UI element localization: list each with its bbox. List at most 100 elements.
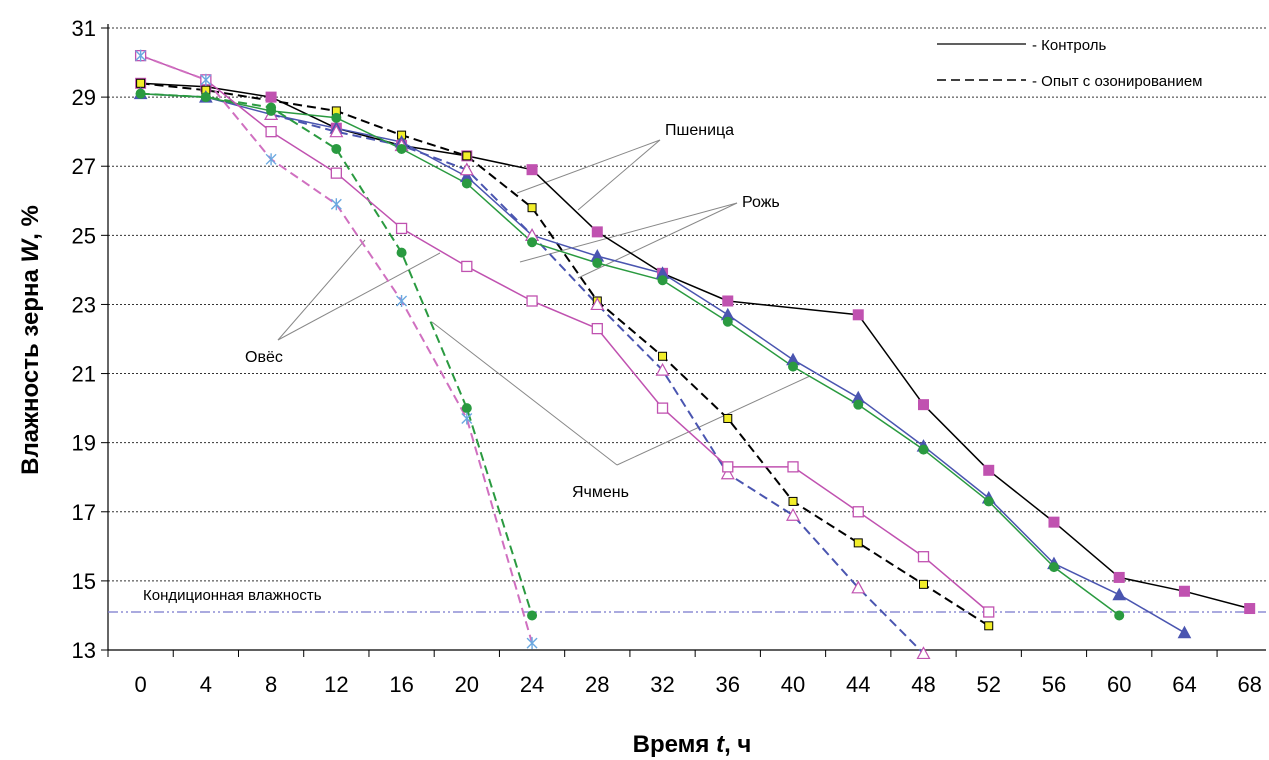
x-tick-label-40: 40: [781, 672, 805, 697]
x-tick-label-0: 0: [134, 672, 146, 697]
marker-barley-solid-12: [331, 112, 342, 123]
marker-wheat-dashed-36: [723, 413, 733, 423]
x-tick-label-8: 8: [265, 672, 277, 697]
marker-barley-solid-60: [1114, 610, 1125, 621]
marker-barley-solid-56: [1048, 562, 1059, 573]
series-markers: [133, 49, 1256, 660]
axes: [101, 24, 1266, 657]
marker-rye-solid-60: [1112, 587, 1127, 601]
annotation-barley: Ячмень: [572, 484, 629, 501]
marker-oats-solid-48: [917, 551, 930, 563]
marker-barley-solid-28: [592, 257, 603, 268]
marker-wheat-solid-44: [852, 309, 864, 321]
marker-barley-dashed-4: [200, 92, 211, 103]
marker-oats-dashed-12: [330, 198, 342, 211]
marker-barley-solid-52: [983, 496, 994, 507]
marker-wheat-dashed-20: [462, 151, 472, 161]
marker-rye-dashed-28: [590, 297, 605, 311]
marker-barley-solid-48: [918, 444, 929, 455]
annotation-oats: Овёс: [245, 349, 283, 366]
series-line-barley-solid: [140, 92, 1120, 617]
marker-oats-solid-32: [656, 402, 669, 414]
marker-barley-dashed-12: [331, 143, 342, 154]
y-tick-label-17: 17: [72, 500, 96, 525]
marker-oats-solid-16: [395, 222, 408, 235]
x-tick-label-20: 20: [455, 672, 479, 697]
x-tick-label-52: 52: [976, 672, 1000, 697]
y-tick-label-31: 31: [72, 16, 96, 41]
marker-barley-solid-20: [461, 178, 472, 189]
marker-rye-dashed-20: [459, 162, 474, 176]
x-tick-labels: 0 4 8 12 16 20 24 28 32 36 40 44 48 52 56 60 64 68: [134, 672, 1261, 697]
marker-wheat-solid-64: [1178, 585, 1190, 597]
x-tick-label-44: 44: [846, 672, 870, 697]
leader-line-rye-0: [519, 202, 738, 263]
x-tick-label-4: 4: [200, 672, 212, 697]
x-tick-label-48: 48: [911, 672, 935, 697]
marker-rye-dashed-40: [786, 507, 801, 521]
marker-rye-dashed-44: [851, 580, 866, 594]
x-tick-label-12: 12: [324, 672, 348, 697]
marker-barley-dashed-24: [527, 610, 538, 621]
marker-wheat-dashed-44: [853, 538, 863, 548]
marker-wheat-solid-68: [1244, 603, 1256, 615]
x-tick-label-32: 32: [650, 672, 674, 697]
y-tick-label-21: 21: [72, 362, 96, 387]
x-tick-label-64: 64: [1172, 672, 1196, 697]
marker-oats-dashed-24: [526, 637, 538, 650]
legend: - Контроль - Опыт с озонированием: [937, 37, 1202, 90]
annotations: Пшеница Рожь Овёс Ячмень: [245, 122, 780, 501]
leader-line-wheat-1: [577, 139, 661, 211]
marker-wheat-dashed-52: [984, 621, 994, 631]
threshold-label: Кондиционная влажность: [143, 587, 322, 604]
marker-wheat-solid-28: [591, 226, 603, 238]
y-tick-label-13: 13: [72, 638, 96, 663]
x-tick-label-60: 60: [1107, 672, 1131, 697]
leader-line-rye-1: [577, 202, 738, 279]
y-tick-label-19: 19: [72, 431, 96, 456]
marker-oats-solid-24: [526, 295, 538, 307]
x-tick-label-68: 68: [1237, 672, 1261, 697]
annotation-leader-lines: [277, 139, 811, 466]
annotation-wheat: Пшеница: [665, 122, 734, 139]
leader-line-oats-0: [277, 239, 366, 341]
leader-line-barley-0: [431, 321, 618, 466]
threshold-line: Кондиционная влажность: [108, 587, 1266, 613]
series-line-wheat-solid: [140, 82, 1250, 610]
series-line-oats-dashed: [140, 54, 534, 644]
x-tick-label-28: 28: [585, 672, 609, 697]
marker-barley-dashed-0: [135, 88, 146, 99]
leader-line-wheat-0: [516, 139, 661, 194]
marker-rye-dashed-32: [655, 362, 670, 376]
x-tick-label-24: 24: [520, 672, 544, 697]
marker-oats-solid-52: [983, 606, 995, 618]
x-tick-label-56: 56: [1042, 672, 1066, 697]
y-tick-label-23: 23: [72, 292, 96, 317]
legend-label-control: - Контроль: [1032, 37, 1107, 54]
y-tick-label-29: 29: [72, 85, 96, 110]
annotation-rye: Рожь: [742, 194, 780, 211]
series-lines: [140, 54, 1250, 655]
x-axis-title: Время t, ч: [633, 731, 752, 758]
marker-barley-solid-16: [396, 143, 407, 154]
marker-barley-dashed-16: [396, 247, 407, 258]
y-tick-label-25: 25: [72, 223, 96, 248]
grid-lines: [108, 27, 1266, 582]
marker-oats-dashed-0: [135, 49, 147, 62]
legend-label-ozone: - Опыт с озонированием: [1032, 73, 1202, 90]
marker-wheat-dashed-0: [136, 78, 146, 88]
marker-oats-dashed-8: [265, 153, 277, 166]
series-line-rye-dashed: [270, 113, 925, 655]
marker-oats-dashed-4: [200, 73, 212, 86]
marker-oats-dashed-20: [461, 412, 473, 425]
series-line-oats-solid: [140, 54, 990, 613]
marker-barley-dashed-8: [266, 102, 277, 113]
marker-wheat-solid-60: [1113, 571, 1125, 583]
marker-oats-solid-20: [461, 260, 473, 273]
marker-wheat-solid-36: [722, 295, 734, 307]
marker-rye-solid-64: [1177, 625, 1192, 639]
marker-oats-solid-44: [852, 506, 864, 518]
marker-barley-solid-44: [853, 399, 864, 410]
x-tick-label-36: 36: [716, 672, 740, 697]
